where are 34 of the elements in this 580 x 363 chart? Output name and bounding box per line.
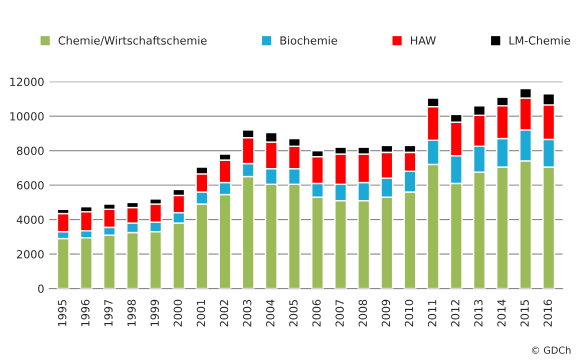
text: © GDCh bbox=[532, 346, 570, 354]
x-tick-label: 2006 bbox=[312, 300, 321, 326]
x-tick-label: 2009 bbox=[382, 300, 390, 326]
x-tick-label: 2001 bbox=[196, 300, 206, 326]
x-tick-label: 2008 bbox=[358, 300, 367, 326]
x-tick-label: 1995 bbox=[58, 300, 66, 326]
x-tick-label: 2007 bbox=[335, 300, 344, 326]
y-tick-label: 8000 bbox=[16, 146, 44, 156]
x-tick-label: 2012 bbox=[451, 300, 460, 326]
x-tick-label: 2002 bbox=[220, 300, 228, 326]
x-tick-label: 2000 bbox=[174, 300, 182, 326]
y-tick-label: 10000 bbox=[10, 112, 44, 121]
x-tick-label: 1998 bbox=[127, 300, 136, 326]
y-tick-label: 2000 bbox=[16, 250, 44, 258]
x-tick-label: 2016 bbox=[544, 300, 552, 326]
x-tick-label: 1999 bbox=[150, 300, 159, 326]
y-tick-label: 6000 bbox=[16, 181, 44, 190]
x-tick-label: 2011 bbox=[428, 300, 436, 326]
x-tick-label: 2013 bbox=[474, 300, 483, 326]
x-tick-label: 2005 bbox=[289, 300, 298, 326]
x-tick-label: 2004 bbox=[266, 300, 274, 326]
x-tick-label: 2003 bbox=[242, 300, 252, 326]
y-tick-label: 4000 bbox=[16, 216, 44, 224]
x-tick-label: 2010 bbox=[404, 300, 414, 326]
legend-label: LM-Chemie bbox=[510, 36, 570, 45]
y-tick-label: 12000 bbox=[10, 78, 44, 86]
x-tick-label: 1997 bbox=[104, 300, 113, 326]
x-tick-label: 2015 bbox=[520, 300, 529, 326]
x-tick-label: 1996 bbox=[81, 300, 90, 326]
legend-label: Biochemie bbox=[280, 36, 338, 45]
legend-label: HAW bbox=[410, 36, 436, 45]
x-tick-label: 2014 bbox=[497, 300, 506, 326]
y-tick-label: 0 bbox=[38, 284, 44, 293]
legend-label: Chemie/Wirtschaftschemie bbox=[58, 36, 207, 46]
